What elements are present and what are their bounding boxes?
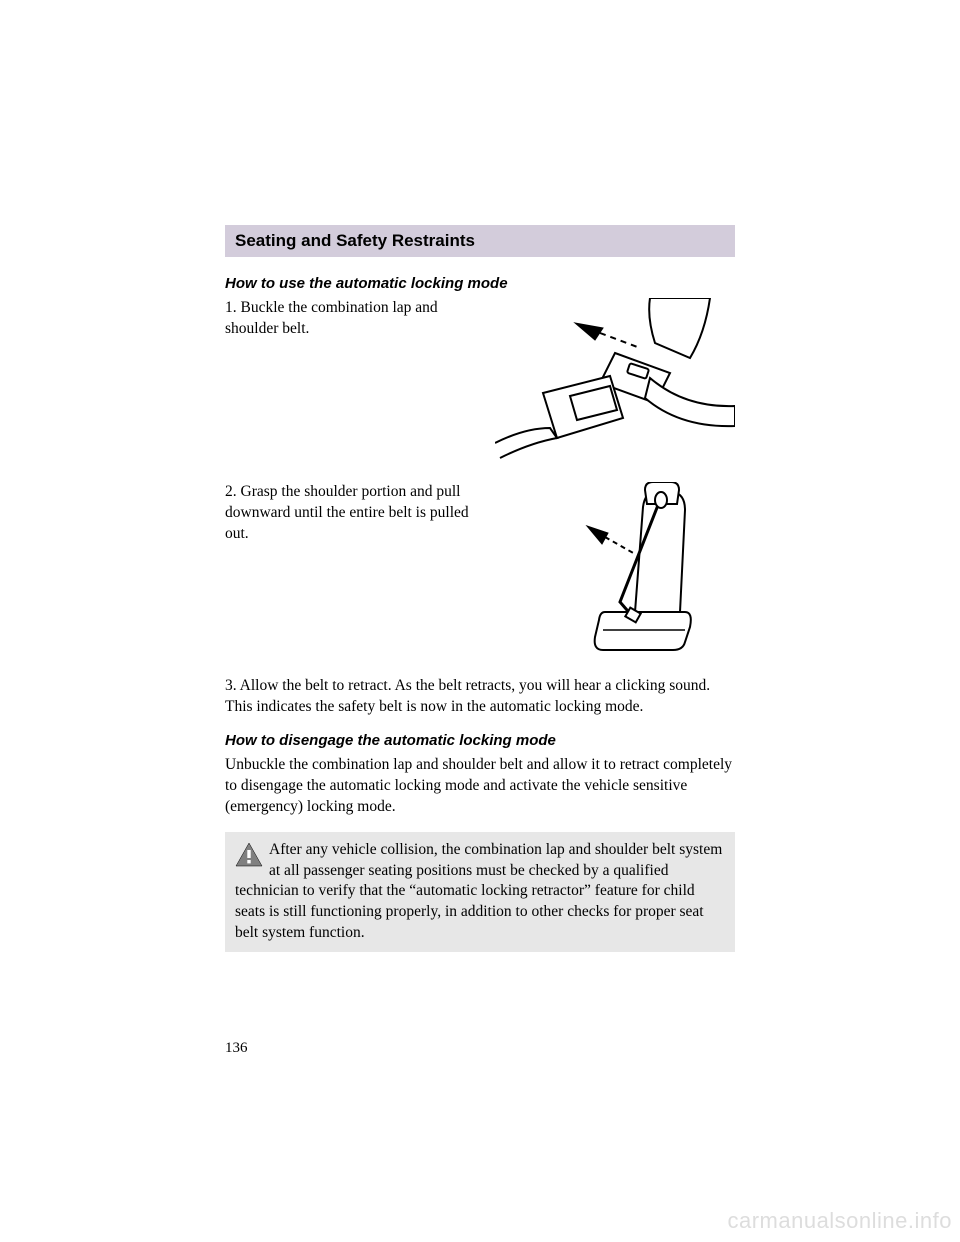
step-2-text: 2. Grasp the shoulder portion and pull d… (225, 482, 487, 545)
step-1-illustration (495, 298, 735, 468)
step-1-row: 1. Buckle the combination lap and should… (225, 298, 735, 468)
page-content: Seating and Safety Restraints How to use… (225, 225, 735, 952)
step-2-illustration (495, 482, 735, 662)
warning-box: After any vehicle collision, the combina… (225, 832, 735, 953)
section-header-bar: Seating and Safety Restraints (225, 225, 735, 257)
warning-text: After any vehicle collision, the combina… (235, 841, 722, 942)
warning-triangle-icon (235, 842, 263, 868)
subheading-use: How to use the automatic locking mode (225, 275, 735, 292)
step-3-text: 3. Allow the belt to retract. As the bel… (225, 676, 735, 718)
watermark: carmanualsonline.info (727, 1208, 952, 1234)
disengage-text: Unbuckle the combination lap and shoulde… (225, 755, 735, 818)
seatbelt-buckle-icon (495, 298, 735, 463)
seat-pull-belt-icon (495, 482, 735, 657)
step-2-row: 2. Grasp the shoulder portion and pull d… (225, 482, 735, 662)
subheading-disengage: How to disengage the automatic locking m… (225, 732, 735, 749)
section-header: Seating and Safety Restraints (235, 231, 725, 251)
step-1-text: 1. Buckle the combination lap and should… (225, 298, 487, 340)
page-number: 136 (225, 1040, 248, 1057)
